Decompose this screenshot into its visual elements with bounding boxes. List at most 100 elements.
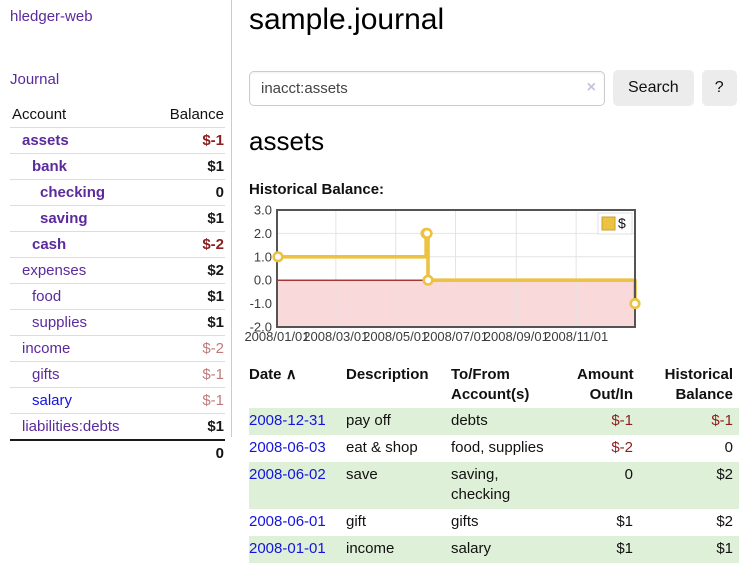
x-axis-tick-label: 2008/11/01 xyxy=(544,329,608,344)
column-header-description: Description xyxy=(346,366,429,383)
transaction-description: gift xyxy=(346,513,367,530)
transaction-description: pay off xyxy=(346,408,451,435)
sidebar: hledger-web Journal Account Balance asse… xyxy=(0,0,232,466)
account-row: food $1 xyxy=(10,283,225,310)
transaction-amount: $-1 xyxy=(577,408,639,435)
account-row: expenses $2 xyxy=(10,257,225,284)
x-axis-tick-label: 2008/09/01 xyxy=(484,329,549,344)
column-header-date[interactable]: Date ∧ xyxy=(249,366,297,383)
main-content: sample.journal × Search ? assets Histori… xyxy=(244,0,742,563)
account-link[interactable]: saving xyxy=(40,210,88,227)
transaction-description: eat & shop xyxy=(346,439,418,456)
account-balance: $1 xyxy=(151,309,225,336)
sort-asc-icon: ∧ xyxy=(285,366,297,383)
account-row: gifts $-1 xyxy=(10,361,225,388)
account-link[interactable]: liabilities:debts xyxy=(22,418,120,435)
account-balance: $2 xyxy=(151,257,225,284)
sidebar-item-journal[interactable]: Journal xyxy=(10,71,60,88)
column-header-balance: Historical Balance xyxy=(664,366,733,403)
search-form: × Search ? xyxy=(249,70,742,106)
account-link[interactable]: salary xyxy=(32,392,73,409)
account-balance: $-1 xyxy=(151,127,225,154)
search-help-button[interactable]: ? xyxy=(701,70,737,106)
account-link[interactable]: bank xyxy=(32,158,68,175)
account-balance: $-1 xyxy=(151,361,225,388)
data-point-marker xyxy=(272,251,284,263)
x-axis-tick-label: 2008/05/01 xyxy=(363,329,428,344)
app-brand-link[interactable]: hledger-web xyxy=(10,8,93,25)
transaction-row[interactable]: 2008-06-03 eat & shop food, supplies $-2 0 xyxy=(249,435,739,462)
transaction-date-link[interactable]: 2008-06-03 xyxy=(249,439,326,456)
account-row: bank $1 xyxy=(10,153,225,180)
y-axis-tick-label: -2.0 xyxy=(250,320,272,335)
transaction-accounts: gifts xyxy=(451,513,479,530)
data-point-marker xyxy=(421,227,433,239)
account-link[interactable]: income xyxy=(22,340,71,357)
account-link[interactable]: assets xyxy=(22,132,69,149)
search-button[interactable]: Search xyxy=(613,70,694,106)
account-balance: $1 xyxy=(151,205,225,232)
historical-balance-chart: $3.0 2.0 1.0 0.0 -1.0 -2.02008/01/012008/03/0… xyxy=(244,203,641,344)
accounts-header-account: Account xyxy=(12,106,67,123)
transaction-row[interactable]: 2008-01-01 income salary $1 $1 xyxy=(249,536,739,563)
legend-swatch xyxy=(601,216,616,231)
y-axis-tick-label: 2.0 xyxy=(254,226,272,241)
account-balance: $1 xyxy=(151,153,225,180)
data-point-marker xyxy=(422,274,434,286)
account-link[interactable]: gifts xyxy=(32,366,60,383)
account-balance: $-2 xyxy=(151,231,225,258)
data-point-marker xyxy=(629,297,641,310)
transaction-amount: $1 xyxy=(616,513,633,530)
accounts-header-balance: Balance xyxy=(169,106,224,123)
account-link[interactable]: food xyxy=(32,288,62,305)
x-axis-tick-label: 2008/03/01 xyxy=(303,329,368,344)
chart-title: Historical Balance: xyxy=(249,181,385,198)
accounts-total-row: 0 xyxy=(10,439,225,466)
account-heading: assets xyxy=(249,126,325,156)
transaction-balance: 0 xyxy=(724,439,733,456)
transaction-description: income xyxy=(346,536,451,563)
account-row: checking 0 xyxy=(10,179,225,206)
register-header-row: Date ∧ Description To/From Account(s) Am… xyxy=(249,363,739,408)
transaction-description: save xyxy=(346,462,451,509)
account-balance: $1 xyxy=(151,283,225,310)
x-axis-tick-label: 2008/07/01 xyxy=(423,329,488,344)
transaction-date-link[interactable]: 2008-12-31 xyxy=(249,412,326,429)
account-row: assets $-1 xyxy=(10,127,225,154)
column-header-amount: Amount Out/In xyxy=(577,366,634,403)
transaction-amount: $-2 xyxy=(611,439,633,456)
transaction-balance: $-1 xyxy=(639,408,739,435)
y-axis-tick-label: 0.0 xyxy=(254,273,272,288)
transaction-date-link[interactable]: 2008-06-01 xyxy=(249,513,326,530)
page-title: sample.journal xyxy=(249,3,445,36)
legend-label: $ xyxy=(618,215,626,231)
clear-search-icon[interactable]: × xyxy=(586,78,596,96)
transaction-balance: $2 xyxy=(639,462,739,509)
transaction-row[interactable]: 2008-06-02 save saving, checking 0 $2 xyxy=(249,462,739,509)
search-input[interactable] xyxy=(249,70,605,106)
transaction-amount: 0 xyxy=(577,462,639,509)
transaction-date-link[interactable]: 2008-01-01 xyxy=(249,540,326,557)
y-axis-tick-label: 1.0 xyxy=(254,249,272,264)
account-row: liabilities:debts $1 xyxy=(10,413,225,440)
accounts-table: Account Balance assets $-1 bank $1 checking 0… xyxy=(10,102,225,466)
account-row: salary $-1 xyxy=(10,387,225,414)
transaction-accounts: salary xyxy=(451,536,577,563)
account-balance: 0 xyxy=(151,179,225,206)
account-balance: $-1 xyxy=(151,387,225,414)
plot-border xyxy=(276,209,636,328)
account-balance: $1 xyxy=(151,413,225,440)
account-link[interactable]: supplies xyxy=(32,314,88,331)
register-table: Date ∧ Description To/From Account(s) Am… xyxy=(249,363,739,563)
transaction-row[interactable]: 2008-12-31 pay off debts $-1 $-1 xyxy=(249,408,739,435)
transaction-accounts: food, supplies xyxy=(451,439,544,456)
account-link[interactable]: expenses xyxy=(22,262,87,279)
account-link[interactable]: checking xyxy=(40,184,106,201)
account-row: cash $-2 xyxy=(10,231,225,258)
transaction-amount: $1 xyxy=(577,536,639,563)
transaction-row[interactable]: 2008-06-01 gift gifts $1 $2 xyxy=(249,509,739,536)
accounts-total-balance: 0 xyxy=(151,439,225,466)
transaction-date-link[interactable]: 2008-06-02 xyxy=(249,466,326,483)
account-link[interactable]: cash xyxy=(32,236,67,253)
column-header-tofrom: To/From Account(s) xyxy=(451,366,530,403)
